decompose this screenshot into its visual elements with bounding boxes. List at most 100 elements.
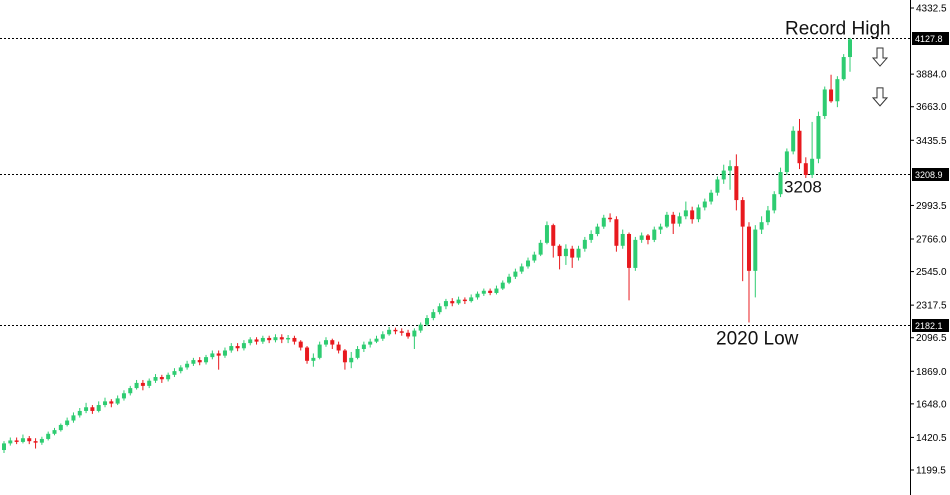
candle-body — [532, 254, 537, 261]
candle — [311, 353, 316, 367]
candle — [355, 346, 360, 360]
candle — [658, 223, 663, 234]
candle — [652, 226, 657, 243]
candle — [759, 216, 764, 234]
candle — [746, 222, 751, 323]
candle — [690, 206, 695, 224]
candle-body — [185, 363, 190, 368]
price-tick-label: 3663.0 — [916, 102, 947, 113]
candle — [46, 431, 51, 441]
candle — [412, 328, 417, 350]
candle — [336, 341, 341, 354]
candle — [279, 334, 284, 344]
candle-body — [374, 338, 379, 342]
candle-body — [20, 438, 25, 442]
candle-body — [544, 225, 549, 243]
candle-body — [772, 194, 777, 211]
price-tick-label: 2317.5 — [916, 301, 947, 312]
candle-body — [418, 324, 423, 331]
candle — [822, 86, 827, 119]
candle — [147, 378, 152, 389]
candle-body — [734, 166, 739, 201]
candle — [513, 268, 518, 279]
candle — [185, 360, 190, 370]
candle-body — [557, 245, 562, 257]
candle-body — [563, 248, 568, 257]
candle — [563, 244, 568, 265]
candle — [109, 399, 114, 408]
candle — [582, 236, 587, 252]
candle-body — [46, 433, 51, 439]
candle-body — [178, 367, 183, 372]
level-annotation: 3208 — [784, 178, 822, 197]
candle — [469, 294, 474, 303]
candle — [627, 232, 632, 301]
candle — [14, 437, 19, 445]
candle-body — [728, 166, 733, 171]
candle-body — [753, 229, 758, 271]
candle — [210, 350, 215, 360]
candle-body — [103, 401, 108, 406]
candle — [551, 223, 556, 258]
down-arrow-icon — [871, 87, 889, 107]
candle-body — [803, 163, 808, 176]
candle — [292, 335, 297, 345]
candle-body — [658, 226, 663, 230]
candle-body — [425, 318, 429, 325]
candle-body — [166, 374, 171, 380]
candle-body — [519, 266, 524, 272]
candle-body — [336, 344, 341, 351]
candle — [450, 298, 455, 307]
level-price-label: 4127.8 — [915, 34, 943, 44]
level-annotation: Record High — [785, 19, 891, 40]
candle — [204, 354, 209, 365]
candle — [90, 405, 95, 414]
candle-body — [614, 219, 619, 246]
candle-body — [159, 377, 164, 380]
candle — [608, 213, 613, 223]
candle — [286, 334, 291, 344]
candle-body — [709, 192, 714, 202]
candle — [475, 291, 480, 300]
candle — [115, 395, 120, 406]
candle-body — [380, 334, 385, 339]
level-price-badge — [912, 168, 949, 181]
candle — [153, 374, 158, 383]
candle — [317, 341, 322, 360]
candle — [595, 223, 600, 237]
candle-body — [248, 339, 253, 344]
candle — [77, 407, 82, 418]
candle — [519, 263, 524, 274]
candle-body — [759, 222, 764, 230]
candle-body — [576, 248, 581, 258]
candle-body — [601, 217, 606, 227]
candle — [349, 351, 354, 369]
candle — [709, 189, 714, 205]
candle — [848, 37, 852, 72]
candle-body — [330, 340, 335, 345]
candle-body — [690, 210, 695, 220]
candle — [27, 436, 32, 445]
candle-body — [65, 420, 70, 425]
candle — [437, 303, 442, 315]
candle — [418, 322, 423, 333]
price-tick-label: 2993.5 — [916, 201, 947, 212]
candle-body — [639, 235, 644, 240]
candle-body — [210, 353, 215, 358]
candle-body — [235, 346, 240, 349]
candle-body — [286, 337, 291, 340]
candle-body — [140, 382, 145, 386]
candle — [671, 211, 676, 234]
candle — [305, 346, 310, 364]
candle — [298, 340, 303, 351]
candle-body — [14, 440, 19, 442]
candle-body — [469, 297, 474, 302]
candle-body — [153, 377, 158, 381]
candle — [406, 329, 411, 339]
candle-body — [361, 344, 366, 350]
candle-body — [696, 207, 701, 220]
price-tick-label: 2545.0 — [916, 267, 947, 278]
candle-body — [664, 214, 669, 227]
candle-body — [443, 301, 448, 307]
